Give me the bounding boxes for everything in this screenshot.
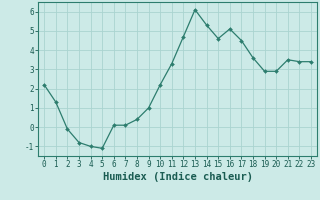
X-axis label: Humidex (Indice chaleur): Humidex (Indice chaleur) <box>103 172 252 182</box>
